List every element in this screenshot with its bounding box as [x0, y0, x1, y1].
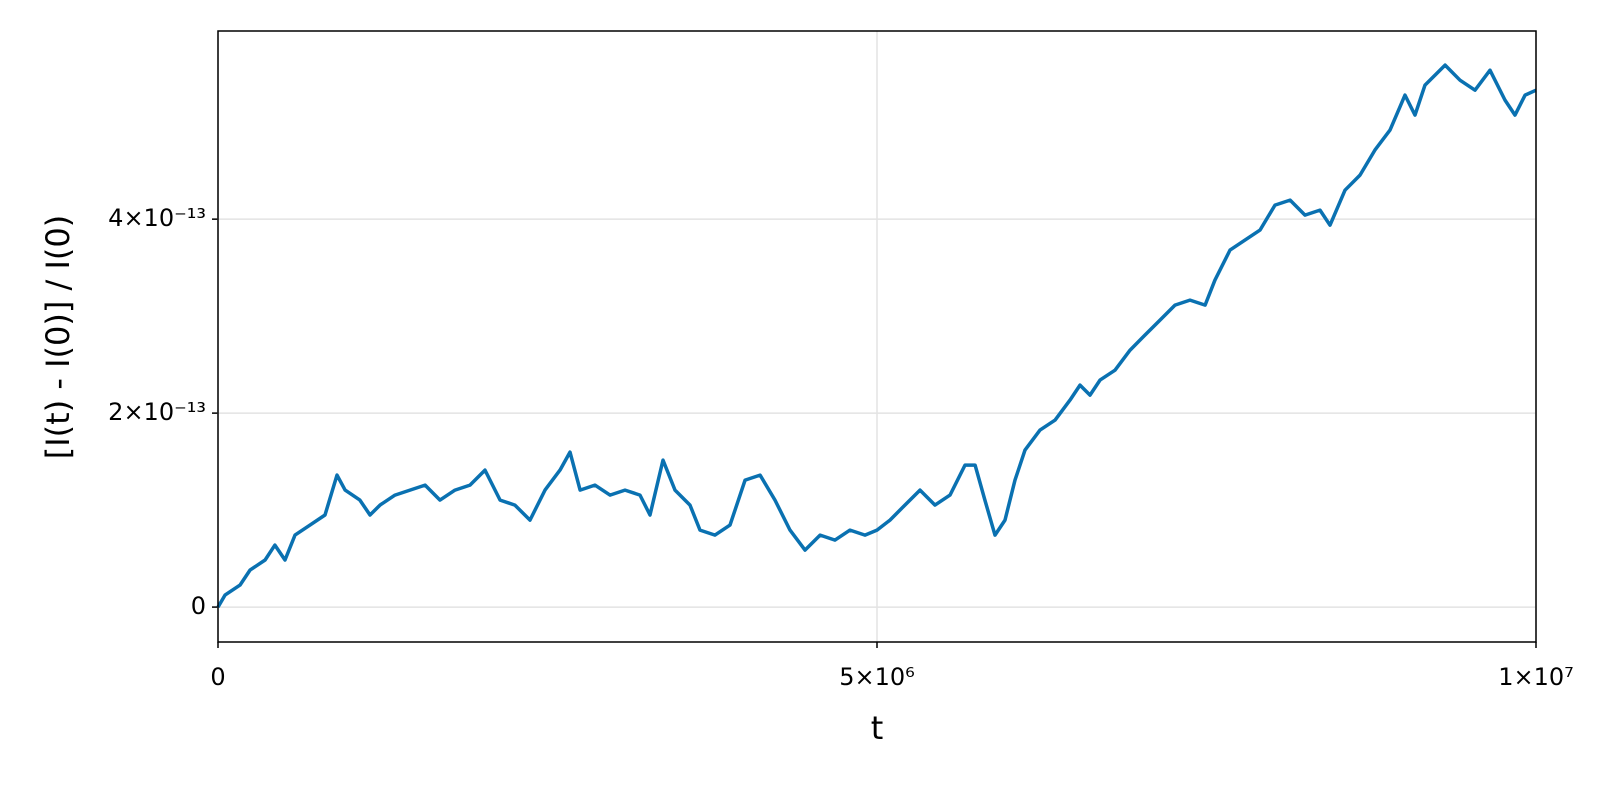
y-tick-label: 2×10⁻¹³ — [108, 398, 206, 426]
x-tick-label: 5×10⁶ — [839, 663, 915, 691]
y-tick-label: 0 — [191, 592, 206, 620]
y-axis-title: [I(t) - I(0)] / I(0) — [39, 215, 77, 459]
y-tick-label: 4×10⁻¹³ — [108, 204, 206, 232]
x-tick-label: 1×10⁷ — [1498, 663, 1574, 691]
plot-frame — [217, 30, 1537, 643]
x-tick-label: 0 — [210, 663, 225, 691]
x-axis-title: t — [871, 709, 884, 747]
data-line — [216, 63, 1537, 608]
